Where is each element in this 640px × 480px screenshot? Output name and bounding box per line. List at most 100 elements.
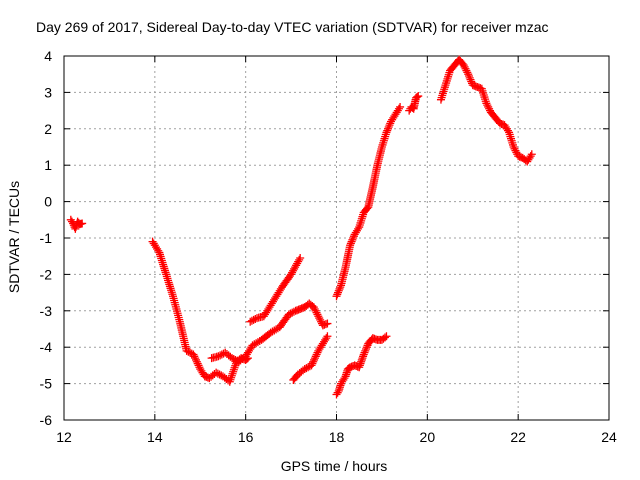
data-point-marker xyxy=(346,239,355,248)
data-point-marker xyxy=(323,332,332,341)
y-tick-label: -2 xyxy=(40,266,53,282)
data-point-marker xyxy=(485,104,494,113)
data-point-marker xyxy=(316,315,325,324)
series-arc-3 xyxy=(207,299,332,366)
data-point-marker xyxy=(247,316,256,325)
series-arc-9 xyxy=(436,55,536,166)
data-point-marker xyxy=(228,354,237,363)
data-point-marker xyxy=(334,286,343,295)
data-point-marker xyxy=(189,350,198,359)
data-point-marker xyxy=(382,332,391,341)
data-point-marker xyxy=(190,352,199,361)
data-point-marker xyxy=(227,373,236,382)
series-arc-2 xyxy=(148,237,252,386)
y-tick-label: -6 xyxy=(40,412,53,428)
data-point-marker xyxy=(193,359,202,368)
data-point-marker xyxy=(312,350,321,359)
x-axis-label: GPS time / hours xyxy=(281,458,388,474)
data-point-marker xyxy=(334,288,343,297)
data-point-marker xyxy=(194,361,203,370)
data-point-marker xyxy=(463,68,472,77)
data-point-marker xyxy=(227,371,236,380)
data-point-marker xyxy=(288,308,297,317)
series-arc-1 xyxy=(66,215,87,233)
data-point-marker xyxy=(386,119,395,128)
data-point-marker xyxy=(154,246,163,255)
data-point-marker xyxy=(349,234,358,242)
data-point-marker xyxy=(323,319,332,328)
data-point-marker xyxy=(336,283,345,292)
data-point-marker xyxy=(191,355,200,364)
data-point-marker xyxy=(296,254,305,263)
data-point-marker xyxy=(511,146,520,155)
data-point-marker xyxy=(461,64,470,73)
y-tick-label: -1 xyxy=(40,230,53,246)
data-point-marker xyxy=(309,303,318,312)
data-point-marker xyxy=(414,92,423,101)
data-point-marker xyxy=(312,308,321,317)
data-point-marker xyxy=(503,126,512,135)
data-point-marker xyxy=(302,364,311,373)
data-point-marker xyxy=(214,352,223,361)
data-point-marker xyxy=(313,310,322,319)
data-point-marker xyxy=(295,255,304,264)
data-point-marker xyxy=(322,334,331,343)
data-point-marker xyxy=(332,292,341,301)
y-tick-label: 4 xyxy=(44,48,52,64)
data-point-marker xyxy=(362,345,371,354)
data-point-marker xyxy=(527,150,536,159)
data-point-marker xyxy=(304,363,313,372)
data-point-marker xyxy=(335,284,344,293)
series-arc-7 xyxy=(332,102,405,301)
series-arc-5 xyxy=(289,332,332,384)
data-point-marker xyxy=(460,62,469,71)
data-point-marker xyxy=(359,350,368,359)
data-point-marker xyxy=(363,204,372,213)
y-tick-label: -4 xyxy=(40,339,53,355)
data-point-marker xyxy=(284,310,293,319)
y-tick-label: -5 xyxy=(40,376,53,392)
data-point-marker xyxy=(307,361,316,370)
data-point-marker xyxy=(226,375,235,384)
x-tick-label: 18 xyxy=(329,429,345,445)
series-arc-8 xyxy=(405,92,423,115)
data-point-marker xyxy=(182,346,191,355)
data-point-marker xyxy=(510,144,519,153)
data-point-marker xyxy=(309,357,318,366)
data-point-marker xyxy=(465,73,474,82)
data-point-marker xyxy=(384,122,393,131)
data-points xyxy=(66,55,536,399)
y-axis-label: SDTVAR / TECUs xyxy=(6,181,22,293)
grid xyxy=(64,56,609,420)
chart-title: Day 269 of 2017, Sidereal Day-to-day VTE… xyxy=(36,19,549,35)
data-point-marker xyxy=(251,314,260,323)
data-point-marker xyxy=(348,235,357,244)
data-point-marker xyxy=(347,237,356,246)
data-point-marker xyxy=(512,148,521,157)
data-point-marker xyxy=(360,348,369,357)
data-point-marker xyxy=(195,363,204,372)
data-point-marker xyxy=(349,232,358,241)
data-point-marker xyxy=(315,314,324,323)
data-point-marker xyxy=(311,306,320,315)
data-point-marker xyxy=(229,355,238,364)
data-point-marker xyxy=(310,355,319,364)
data-point-marker xyxy=(526,152,535,161)
data-point-marker xyxy=(230,363,239,372)
data-point-marker xyxy=(362,343,371,352)
data-point-marker xyxy=(383,124,392,133)
series-arc-6 xyxy=(332,332,391,399)
data-point-marker xyxy=(212,368,221,377)
data-point-marker xyxy=(509,143,518,151)
data-point-marker xyxy=(467,77,476,86)
data-point-marker xyxy=(333,388,342,397)
data-point-marker xyxy=(346,241,355,250)
data-point-marker xyxy=(311,352,320,361)
data-point-marker xyxy=(246,317,255,326)
data-point-marker xyxy=(286,309,295,318)
data-point-marker xyxy=(313,348,322,357)
data-point-marker xyxy=(459,61,468,70)
data-point-marker xyxy=(216,351,225,360)
data-point-marker xyxy=(300,365,309,374)
